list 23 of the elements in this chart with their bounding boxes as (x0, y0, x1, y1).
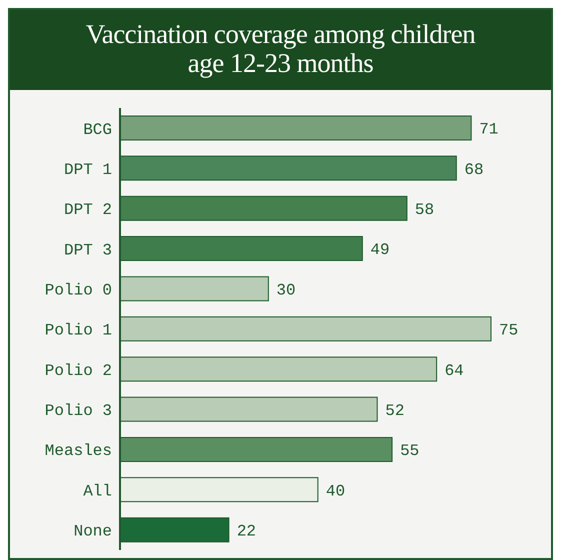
data-label: 40 (326, 482, 346, 500)
y-tick-label: DPT 2 (64, 201, 112, 220)
data-label: 75 (499, 322, 518, 340)
chart-title: Vaccination coverage among children age 12-23 months (10, 10, 551, 90)
y-tick-label: Polio 3 (44, 402, 112, 420)
y-tick-label: DPT 3 (64, 241, 112, 260)
data-label: 64 (444, 362, 464, 380)
y-tick-label: Polio 1 (44, 322, 112, 340)
data-label: 22 (236, 522, 256, 540)
data-label: 55 (400, 442, 420, 460)
y-tick-label: All (83, 482, 112, 500)
y-tick-label: Polio 0 (44, 282, 112, 300)
y-tick-label: Polio 2 (44, 362, 112, 380)
data-label: 52 (385, 402, 404, 420)
data-label: 68 (464, 160, 484, 179)
data-label: 71 (479, 120, 498, 139)
y-tick-label: BCG (83, 120, 112, 139)
data-label: 58 (414, 201, 434, 220)
y-tick-label: DPT 1 (64, 160, 112, 179)
data-label: 30 (276, 281, 296, 300)
y-tick-label: Measles (44, 442, 112, 460)
y-tick-label: None (74, 522, 112, 541)
data-label: 49 (370, 241, 390, 260)
